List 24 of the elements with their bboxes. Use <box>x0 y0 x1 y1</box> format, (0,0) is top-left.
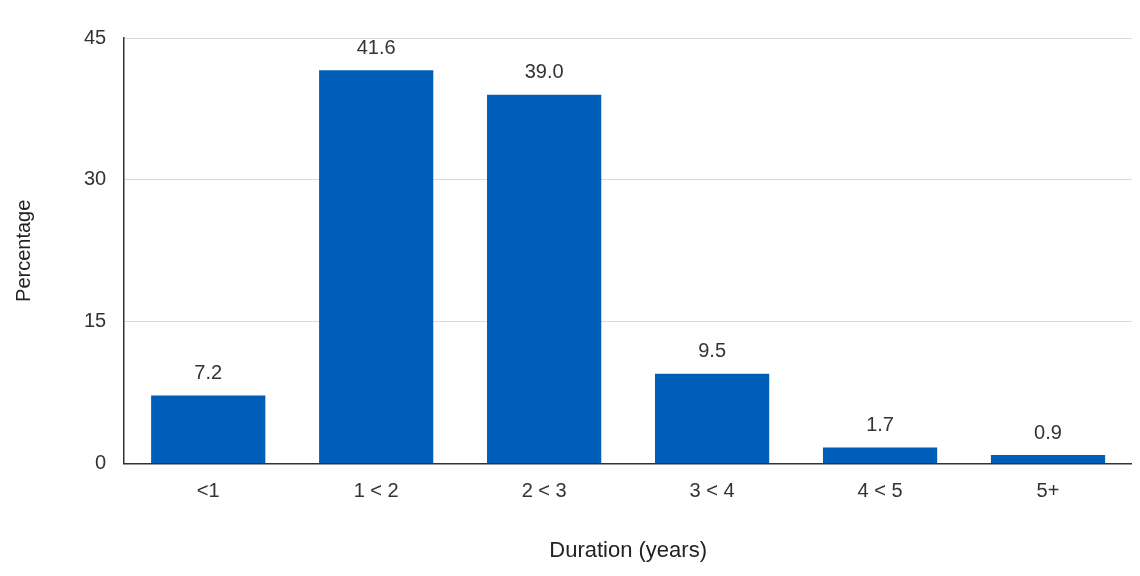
bar <box>990 455 1106 464</box>
data-label: 39.0 <box>524 60 564 83</box>
x-axis-title: Duration (years) <box>549 536 707 562</box>
data-label: 1.7 <box>866 413 894 436</box>
y-tick-label: 15 <box>84 309 107 332</box>
y-tick-label: 45 <box>84 25 107 48</box>
bar <box>822 447 938 464</box>
x-tick-label: 3 < 4 <box>689 479 735 502</box>
data-label: 9.5 <box>698 339 727 362</box>
data-label: 41.6 <box>356 35 396 58</box>
y-axis-title: Percentage <box>11 199 34 302</box>
bar <box>151 395 266 464</box>
data-label: 0.9 <box>1034 420 1062 443</box>
x-tick-label: <1 <box>196 479 220 502</box>
bar <box>319 70 434 464</box>
y-tick-label: 0 <box>95 451 107 474</box>
x-tick-label: 1 < 2 <box>353 479 399 502</box>
x-tick-label: 2 < 3 <box>521 479 567 502</box>
y-tick-label: 30 <box>84 167 107 190</box>
x-tick-label: 4 < 5 <box>857 479 903 502</box>
bar <box>655 373 770 464</box>
data-label: 7.2 <box>194 361 223 384</box>
x-tick-label: 5+ <box>1036 479 1060 502</box>
bar <box>487 94 602 464</box>
